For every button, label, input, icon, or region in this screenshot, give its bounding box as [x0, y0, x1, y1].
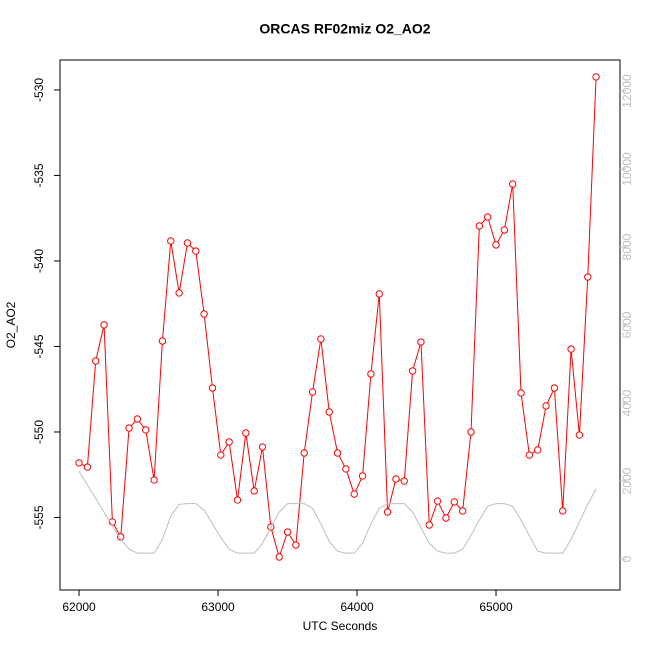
- data-point: [242, 429, 250, 437]
- x-tick-label: 63000: [201, 600, 235, 614]
- data-point: [317, 335, 325, 343]
- x-tick-label: 65000: [479, 600, 513, 614]
- data-point: [333, 449, 342, 457]
- data-point: [500, 226, 509, 234]
- data-point: [542, 402, 550, 410]
- data-point: [567, 345, 575, 353]
- data-point: [383, 508, 392, 516]
- data-point: [408, 367, 417, 375]
- data-point: [142, 426, 150, 434]
- data-point: [492, 241, 500, 249]
- chart-title: ORCAS RF02miz O2_AO2: [259, 21, 430, 37]
- data-point: [167, 237, 175, 245]
- data-point: [417, 338, 425, 346]
- data-point: [534, 446, 542, 454]
- y2-tick-label: 8000: [620, 233, 634, 260]
- data-point: [442, 514, 450, 522]
- data-point: [508, 180, 517, 188]
- plot-frame: [59, 59, 621, 591]
- data-point: [175, 289, 183, 297]
- data-point: [283, 528, 292, 536]
- y-tick-label: -535: [32, 163, 46, 187]
- data-point: [525, 451, 534, 459]
- data-point: [225, 438, 233, 446]
- data-point: [158, 337, 167, 345]
- data-point: [483, 213, 492, 221]
- data-point: [342, 465, 350, 473]
- y2-tick-label: 2000: [620, 467, 634, 494]
- data-point: [125, 424, 133, 432]
- data-point: [100, 321, 108, 329]
- x-tick-label: 64000: [340, 600, 374, 614]
- data-point: [450, 498, 459, 506]
- series-line: [78, 76, 597, 559]
- data-point: [550, 384, 559, 392]
- data-point: [559, 507, 567, 515]
- data-point: [200, 310, 208, 318]
- y-tick-label: -555: [32, 505, 46, 529]
- data-point: [584, 273, 592, 281]
- data-point: [517, 389, 525, 397]
- data-point: [292, 541, 300, 549]
- data-point: [433, 497, 442, 505]
- y2-tick-label: 6000: [620, 311, 634, 338]
- data-point: [425, 521, 434, 529]
- data-point: [458, 507, 467, 515]
- y2-tick-label: 0: [620, 555, 634, 562]
- y-tick-label: -540: [32, 249, 46, 273]
- y-tick-label: -550: [32, 420, 46, 444]
- x-tick-label: 62000: [62, 600, 96, 614]
- data-point: [300, 449, 308, 457]
- data-point: [400, 477, 408, 485]
- data-point: [258, 443, 267, 451]
- data-point: [83, 463, 92, 471]
- data-point: [217, 451, 225, 459]
- y2-tick-label: 10000: [620, 152, 634, 186]
- data-point: [233, 496, 242, 504]
- data-point: [308, 388, 317, 396]
- x-axis-label: UTC Seconds: [303, 619, 378, 633]
- series-line: [78, 470, 597, 554]
- y2-tick-label: 12000: [620, 74, 634, 108]
- data-point: [358, 472, 367, 480]
- data-point: [350, 490, 358, 498]
- data-point: [367, 370, 375, 378]
- data-point: [208, 384, 217, 392]
- y-tick-label: -545: [32, 334, 46, 358]
- data-point: [192, 247, 200, 255]
- data-point: [575, 431, 584, 439]
- data-point: [475, 222, 484, 230]
- y2-tick-label: 4000: [620, 389, 634, 416]
- data-point: [150, 476, 158, 484]
- y-axis-label: O2_AO2: [4, 301, 18, 348]
- y-tick-label: -530: [32, 78, 46, 102]
- data-point: [592, 73, 600, 81]
- data-point: [92, 357, 100, 365]
- data-point: [183, 239, 192, 247]
- data-point: [467, 428, 475, 436]
- data-point: [392, 475, 400, 483]
- data-point: [133, 415, 142, 423]
- data-point: [250, 487, 258, 495]
- data-point: [75, 459, 83, 467]
- data-point: [325, 408, 333, 416]
- data-point: [275, 553, 283, 561]
- data-point: [375, 290, 383, 298]
